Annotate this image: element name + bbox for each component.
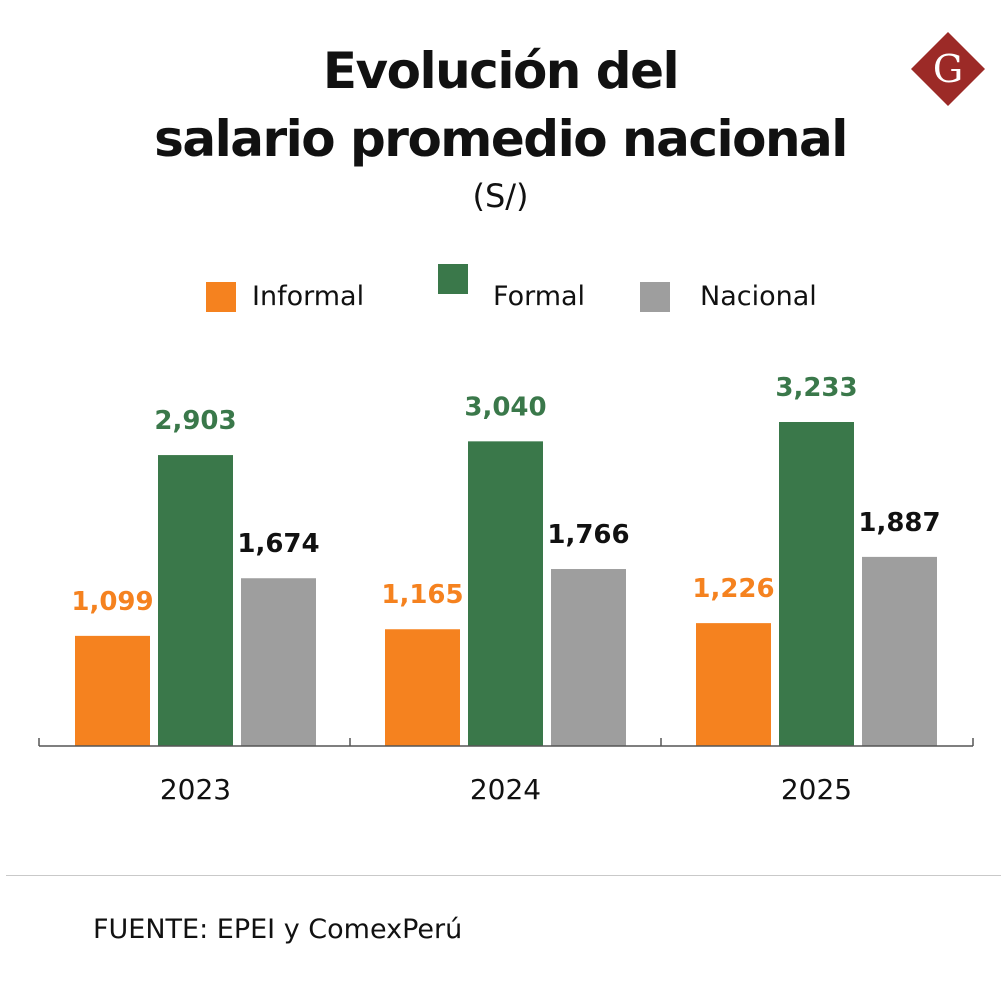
- footer-divider: [6, 875, 1001, 876]
- logo-diamond: [911, 32, 985, 106]
- data-label-informal-2024: 1,165: [381, 580, 463, 610]
- legend-swatch-formal: [438, 264, 468, 294]
- chart-unit-subtitle: (S/): [472, 177, 529, 215]
- data-label-formal-2024: 3,040: [464, 392, 546, 422]
- brand-logo: G: [911, 32, 985, 106]
- legend-label-informal: Informal: [252, 281, 365, 312]
- bar-formal-2024: [468, 441, 543, 746]
- bar-nacional-2025: [862, 556, 937, 746]
- data-label-nacional-2023: 1,674: [237, 529, 319, 559]
- chart-title-line-2: salario promedio nacional: [154, 110, 848, 168]
- source-note: FUENTE: EPEI y ComexPerú: [93, 914, 463, 945]
- data-label-formal-2023: 2,903: [154, 406, 236, 436]
- legend-swatch-informal: [206, 282, 236, 312]
- bar-informal-2025: [696, 623, 771, 746]
- data-label-nacional-2025: 1,887: [858, 508, 940, 538]
- bar-nacional-2024: [551, 569, 626, 746]
- data-label-informal-2025: 1,226: [692, 574, 774, 604]
- bar-informal-2024: [385, 629, 460, 746]
- bar-nacional-2023: [241, 578, 316, 746]
- bar-chart: 1,099 2,903 1,674 2023 1,165 3,040 1,766 2024 1,…: [38, 373, 974, 806]
- x-tick-label-2023: 2023: [160, 773, 231, 806]
- bar-informal-2023: [75, 635, 150, 746]
- legend-swatch-nacional: [640, 282, 670, 312]
- data-label-nacional-2024: 1,766: [547, 520, 629, 550]
- chart-title-line-1: Evolución del: [322, 42, 680, 100]
- data-label-formal-2025: 3,233: [775, 373, 857, 403]
- logo-letter: G: [933, 47, 963, 91]
- x-tick-label-2024: 2024: [470, 773, 541, 806]
- data-label-informal-2023: 1,099: [71, 587, 153, 617]
- x-tick-label-2025: 2025: [781, 773, 852, 806]
- legend-label-nacional: Nacional: [700, 281, 817, 312]
- bar-formal-2023: [158, 455, 233, 746]
- bar-formal-2025: [779, 422, 854, 746]
- legend-label-formal: Formal: [493, 281, 586, 312]
